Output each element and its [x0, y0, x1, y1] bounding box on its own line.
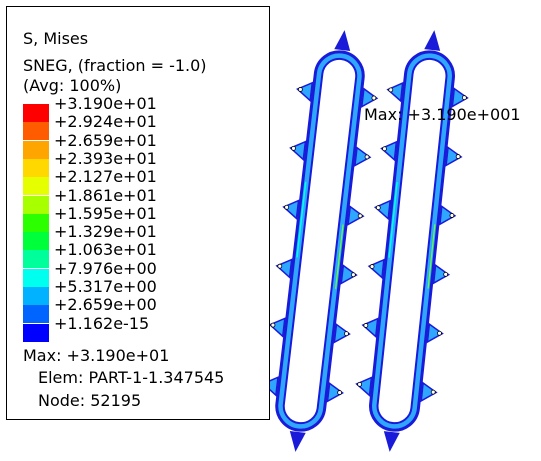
strip-tab-right	[326, 381, 344, 403]
strip-tab-left	[289, 140, 307, 162]
legend-swatch	[23, 232, 49, 251]
tab-hole	[388, 87, 394, 93]
legend-max-node: Node: 52195	[38, 391, 142, 410]
legend-value: +2.659e+00	[54, 295, 157, 315]
strip-inner-slot	[376, 57, 448, 425]
legend-swatch	[23, 323, 49, 342]
legend-value: +2.924e+01	[54, 112, 157, 132]
strip-tab-left	[268, 317, 286, 338]
legend-value: +1.329e+01	[54, 222, 157, 242]
tab-hole	[382, 146, 387, 152]
legend-value: +2.127e+01	[54, 167, 157, 187]
strip-tab-right	[426, 322, 444, 344]
tab-hole	[455, 154, 461, 159]
legend-swatch	[23, 140, 49, 159]
stress-accent	[427, 224, 436, 289]
tab-hole	[270, 322, 276, 328]
strip-tab-right	[360, 87, 379, 109]
tab-hole	[357, 213, 363, 219]
legend-value: +1.595e+01	[54, 203, 157, 223]
chain-strip-1	[261, 30, 379, 452]
tab-hole	[375, 205, 381, 211]
legend-value: +2.659e+01	[54, 130, 157, 150]
stress-accent	[334, 224, 344, 289]
tab-hole	[443, 271, 449, 277]
strip-tab-right	[445, 146, 463, 167]
legend-swatch	[23, 177, 49, 196]
viewport-max-label: Max: +3.190e+001	[364, 105, 521, 124]
tab-hole	[297, 87, 303, 92]
strip-tab-right	[340, 264, 358, 285]
tab-hole	[337, 390, 343, 395]
legend-swatch	[23, 195, 49, 214]
strip-tab-left	[367, 258, 385, 280]
strip-tab-left	[275, 258, 293, 279]
strip-tab-left	[380, 140, 398, 162]
stress-accent	[296, 181, 307, 258]
tab-hole	[350, 272, 356, 278]
legend-value: +3.190e+01	[54, 94, 157, 113]
legend-swatch	[23, 122, 49, 141]
strip-tab-left	[386, 81, 404, 103]
legend-title-variable: S, Mises	[23, 29, 89, 48]
legend-value: +1.063e+01	[54, 240, 157, 260]
strip-bottom-spike	[383, 431, 400, 452]
strip-tab-left	[296, 81, 314, 103]
strip-tab-right	[432, 263, 451, 285]
legend-swatch	[23, 158, 49, 177]
chain-strip-2	[355, 30, 469, 452]
contour-legend: S, Mises SNEG, (fraction = -1.0) (Avg: 1…	[6, 6, 270, 420]
legend-swatch	[23, 104, 49, 122]
strip-inner-slot	[282, 57, 358, 425]
legend-max-element: Elem: PART-1-1.347545	[38, 368, 225, 387]
legend-swatch	[23, 305, 49, 324]
strip-bottom-spike	[289, 431, 306, 452]
legend-swatch	[23, 250, 49, 269]
tab-hole	[461, 95, 467, 101]
legend-value: +1.162e-15	[54, 313, 150, 333]
legend-swatch	[23, 213, 49, 232]
legend-value: +5.317e+00	[54, 277, 157, 296]
strip-tab-right	[420, 381, 438, 403]
legend-value: +7.976e+00	[54, 258, 157, 278]
tab-hole	[371, 95, 377, 101]
legend-swatch	[23, 268, 49, 287]
legend-title-section: SNEG, (fraction = -1.0)	[23, 56, 207, 75]
tab-hole	[437, 330, 442, 336]
strip-tab-left	[361, 317, 379, 339]
strip-tab-right	[354, 146, 372, 167]
tab-hole	[364, 154, 370, 160]
legend-value: +1.861e+01	[54, 185, 157, 205]
strip-top-spike	[334, 30, 351, 51]
tab-hole	[277, 263, 283, 269]
strip-tab-left	[282, 199, 300, 221]
strip-tab-right	[451, 87, 469, 108]
tab-hole	[449, 213, 455, 218]
legend-value: +2.393e+01	[54, 148, 157, 168]
strip-tab-right	[333, 323, 351, 344]
tab-hole	[344, 331, 349, 337]
strip-top-spike	[424, 30, 441, 51]
tab-hole	[363, 323, 369, 328]
chain-strips	[261, 30, 469, 452]
strip-tab-left	[355, 376, 373, 397]
tab-hole	[291, 145, 296, 151]
strip-tab-left	[373, 199, 391, 221]
tab-hole	[430, 389, 436, 395]
stress-accent	[388, 182, 398, 258]
tab-hole	[284, 204, 290, 210]
strip-tab-right	[439, 204, 457, 226]
legend-swatch	[23, 287, 49, 305]
tab-hole	[369, 264, 375, 269]
legend-max-value: Max: +3.190e+01	[23, 346, 170, 365]
legend-title-avg: (Avg: 100%)	[23, 76, 122, 95]
tab-hole	[357, 381, 363, 387]
strip-tab-right	[347, 205, 365, 226]
